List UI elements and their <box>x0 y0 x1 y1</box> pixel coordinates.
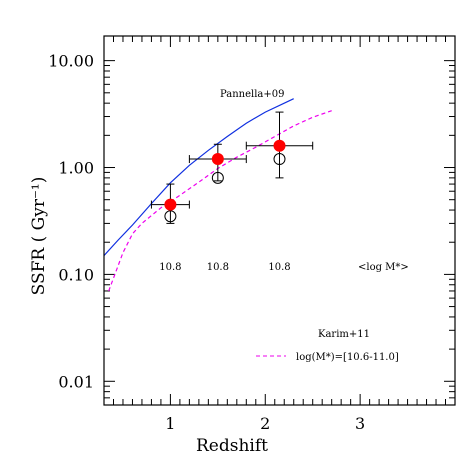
mass-value-label: 10.8 <box>207 262 229 273</box>
legend-entry-label: log(M*)=[10.6-11.0] <box>296 352 399 363</box>
x-tick-labels: 1 2 3 <box>165 414 365 433</box>
y-tick-label: 1.00 <box>58 159 94 178</box>
y-tick-labels: 0.01 0.10 1.00 10.00 <box>48 52 94 392</box>
filled-circle-point <box>211 153 224 166</box>
mass-value-label: 10.8 <box>159 262 181 273</box>
mass-values: 10.8 10.8 10.8 <box>159 262 290 273</box>
y-tick-label: 10.00 <box>48 52 94 71</box>
plot-frame <box>103 35 456 406</box>
karim-dashed-line <box>108 110 332 292</box>
pannella-label: Pannella+09 <box>220 89 285 100</box>
y-axis-label: SSFR ( Gyr⁻¹) <box>29 177 49 296</box>
y-tick-label: 0.10 <box>58 265 94 284</box>
data-points <box>150 111 314 224</box>
karim-label: Karim+11 <box>318 329 370 340</box>
mass-value-label: 10.8 <box>268 262 290 273</box>
filled-circle-point <box>273 139 286 152</box>
x-axis-label: Redshift <box>196 436 268 456</box>
x-tick-label: 2 <box>260 414 270 433</box>
x-tick-label: 3 <box>355 414 365 433</box>
y-tick-label: 0.01 <box>58 372 94 391</box>
x-tick-label: 1 <box>165 414 175 433</box>
filled-circle-point <box>164 198 177 211</box>
pannella-line <box>103 98 294 257</box>
mass-header-label: <log M*> <box>358 262 409 273</box>
series-lines <box>103 98 332 292</box>
